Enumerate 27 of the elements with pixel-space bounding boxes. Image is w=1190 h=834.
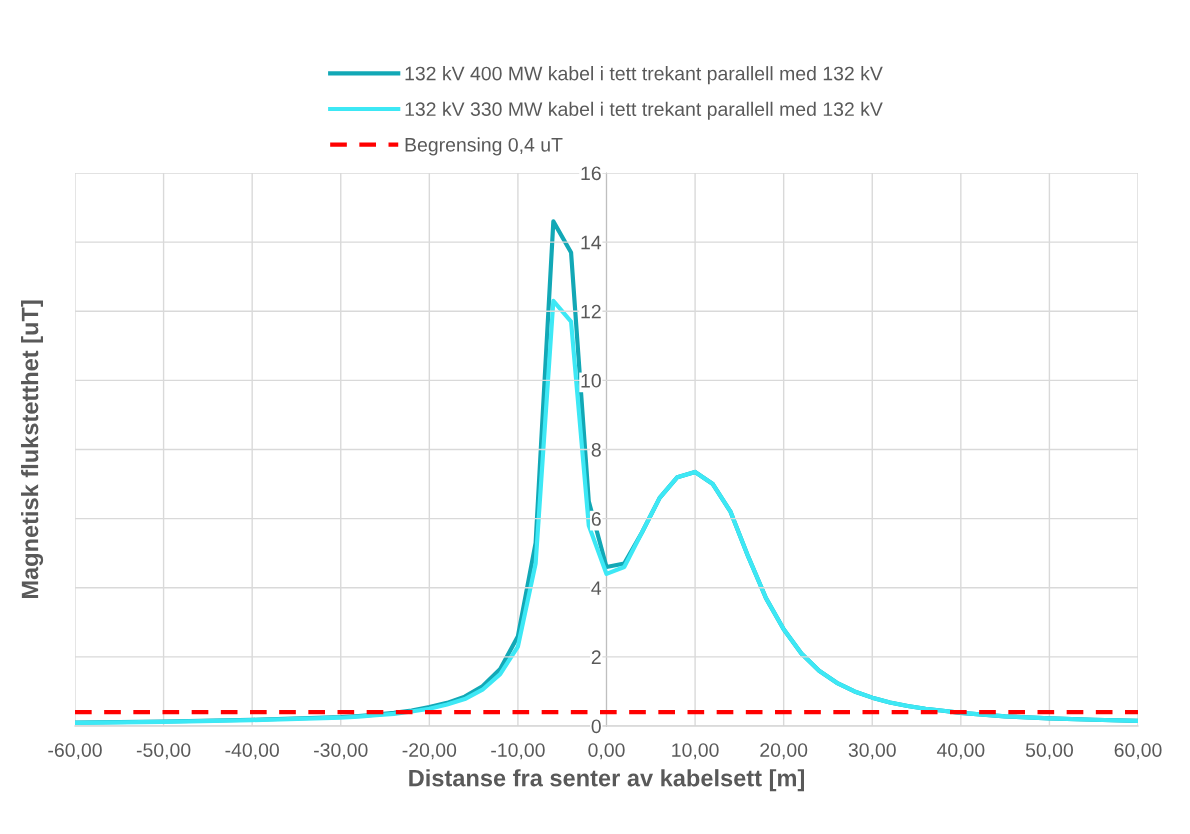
x-tick-label: 10,00 <box>672 743 719 760</box>
legend-label: 132 kV 330 MW kabel i tett trekant parallell med 132 kV <box>405 101 883 120</box>
x-tick-label: 20,00 <box>760 743 808 760</box>
y-tick-label: 10 <box>581 373 601 388</box>
y-axis-title: Magnetisk flukstetthet [uT] <box>21 300 44 599</box>
y-tick-label: 8 <box>591 442 601 457</box>
x-tick-label: -50,00 <box>136 743 191 760</box>
x-tick-label: 0,00 <box>588 743 625 760</box>
legend-label: 132 kV 400 MW kabel i tett trekant parallell med 132 kV <box>405 66 883 85</box>
x-tick-label: 60,00 <box>1114 743 1162 760</box>
x-tick-label: -10,00 <box>491 743 545 760</box>
legend-label: Begrensing 0,4 uT <box>405 137 563 156</box>
x-tick-label: 30,00 <box>848 743 896 760</box>
x-tick-label: -60,00 <box>48 743 102 760</box>
y-tick-label: 0 <box>591 719 601 734</box>
x-tick-label: -20,00 <box>402 743 457 760</box>
y-tick-label: 4 <box>591 581 602 595</box>
y-tick-label: 6 <box>591 512 601 526</box>
y-tick-label: 16 <box>581 166 601 181</box>
y-tick-label: 14 <box>581 235 602 250</box>
x-axis-title: Distanse fra senter av kabelsett [m] <box>409 769 804 792</box>
x-tick-label: 40,00 <box>936 743 985 760</box>
y-tick-label: 12 <box>581 304 601 319</box>
y-tick-label: 2 <box>591 650 601 664</box>
x-tick-label: -40,00 <box>225 743 279 760</box>
x-tick-label: 50,00 <box>1025 743 1073 760</box>
x-tick-label: -30,00 <box>314 743 368 760</box>
